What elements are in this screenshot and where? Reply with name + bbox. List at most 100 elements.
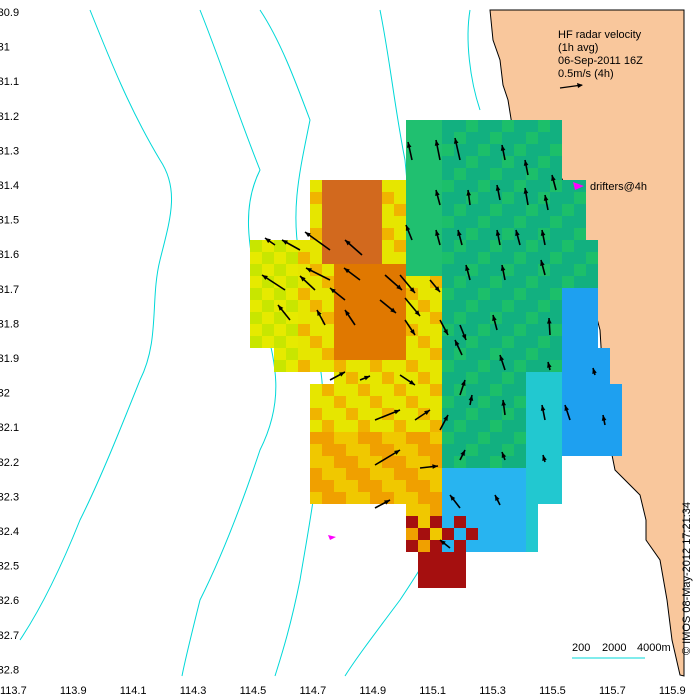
velocity-cell: [550, 324, 562, 336]
velocity-cell: [346, 384, 358, 396]
velocity-cell: [418, 456, 430, 468]
velocity-arrow: [329, 371, 346, 381]
velocity-cell: [406, 432, 418, 444]
velocity-cell: [394, 240, 406, 252]
velocity-cell: [442, 204, 454, 216]
velocity-arrow: [439, 319, 449, 336]
velocity-cell: [610, 444, 622, 456]
velocity-cell: [478, 396, 490, 408]
velocity-cell: [322, 492, 334, 504]
velocity-cell: [430, 276, 442, 288]
velocity-cell: [514, 324, 526, 336]
velocity-cell: [430, 264, 442, 276]
velocity-cell: [526, 528, 538, 540]
velocity-cell: [454, 492, 466, 504]
velocity-cell: [562, 384, 574, 396]
velocity-arrow: [546, 317, 552, 336]
legend-arrow: [559, 83, 583, 89]
velocity-cell: [598, 384, 610, 396]
velocity-cell: [478, 216, 490, 228]
velocity-cell: [418, 360, 430, 372]
velocity-cell: [454, 312, 466, 324]
velocity-cell: [490, 120, 502, 132]
velocity-cell: [262, 288, 274, 300]
velocity-cell: [598, 432, 610, 444]
velocity-cell: [586, 312, 598, 324]
scale-label-2000: 2000: [602, 642, 626, 654]
velocity-cell: [466, 468, 478, 480]
velocity-cell: [514, 276, 526, 288]
velocity-cell: [574, 204, 586, 216]
velocity-cell: [334, 276, 346, 288]
velocity-cell: [370, 300, 382, 312]
velocity-cell: [442, 576, 454, 588]
velocity-cell: [538, 432, 550, 444]
velocity-cell: [490, 252, 502, 264]
velocity-cell: [346, 444, 358, 456]
velocity-cell: [430, 384, 442, 396]
velocity-cell: [442, 504, 454, 516]
velocity-cell: [574, 384, 586, 396]
velocity-arrow: [495, 184, 501, 201]
velocity-cell: [502, 324, 514, 336]
velocity-cell: [418, 168, 430, 180]
velocity-arrow: [261, 274, 286, 291]
velocity-cell: [274, 252, 286, 264]
velocity-cell: [562, 180, 574, 192]
velocity-cell: [406, 444, 418, 456]
velocity-cell: [514, 216, 526, 228]
velocity-cell: [382, 444, 394, 456]
velocity-cell: [382, 312, 394, 324]
velocity-cell: [370, 264, 382, 276]
velocity-cell: [442, 216, 454, 228]
velocity-cell: [490, 168, 502, 180]
velocity-cell: [442, 516, 454, 528]
velocity-cell: [298, 252, 310, 264]
velocity-cell: [502, 240, 514, 252]
velocity-cell: [406, 216, 418, 228]
velocity-cell: [586, 444, 598, 456]
velocity-cell: [562, 204, 574, 216]
velocity-cell: [370, 204, 382, 216]
velocity-cell: [382, 288, 394, 300]
velocity-cell: [406, 468, 418, 480]
velocity-cell: [478, 324, 490, 336]
velocity-cell: [310, 444, 322, 456]
velocity-cell: [538, 348, 550, 360]
velocity-cell: [478, 204, 490, 216]
velocity-cell: [574, 252, 586, 264]
velocity-cell: [406, 516, 418, 528]
velocity-cell: [490, 300, 502, 312]
velocity-cell: [478, 432, 490, 444]
velocity-cell: [322, 240, 334, 252]
velocity-cell: [502, 264, 514, 276]
velocity-cell: [490, 204, 502, 216]
velocity-cell: [502, 228, 514, 240]
velocity-cell: [310, 180, 322, 192]
velocity-cell: [346, 204, 358, 216]
velocity-cell: [442, 144, 454, 156]
velocity-cell: [502, 432, 514, 444]
velocity-cell: [490, 408, 502, 420]
velocity-cell: [370, 288, 382, 300]
velocity-cell: [358, 396, 370, 408]
velocity-cell: [502, 132, 514, 144]
velocity-cell: [430, 468, 442, 480]
velocity-cell: [370, 192, 382, 204]
velocity-cell: [466, 456, 478, 468]
velocity-cell: [430, 564, 442, 576]
velocity-cell: [442, 420, 454, 432]
velocity-cell: [454, 468, 466, 480]
velocity-cell: [430, 432, 442, 444]
velocity-cell: [406, 456, 418, 468]
velocity-cell: [346, 276, 358, 288]
velocity-cell: [394, 264, 406, 276]
velocity-cell: [586, 264, 598, 276]
velocity-cell: [382, 264, 394, 276]
velocity-cell: [490, 504, 502, 516]
velocity-cell: [346, 360, 358, 372]
velocity-cell: [538, 480, 550, 492]
velocity-cell: [370, 240, 382, 252]
velocity-cell: [550, 120, 562, 132]
velocity-cell: [502, 180, 514, 192]
